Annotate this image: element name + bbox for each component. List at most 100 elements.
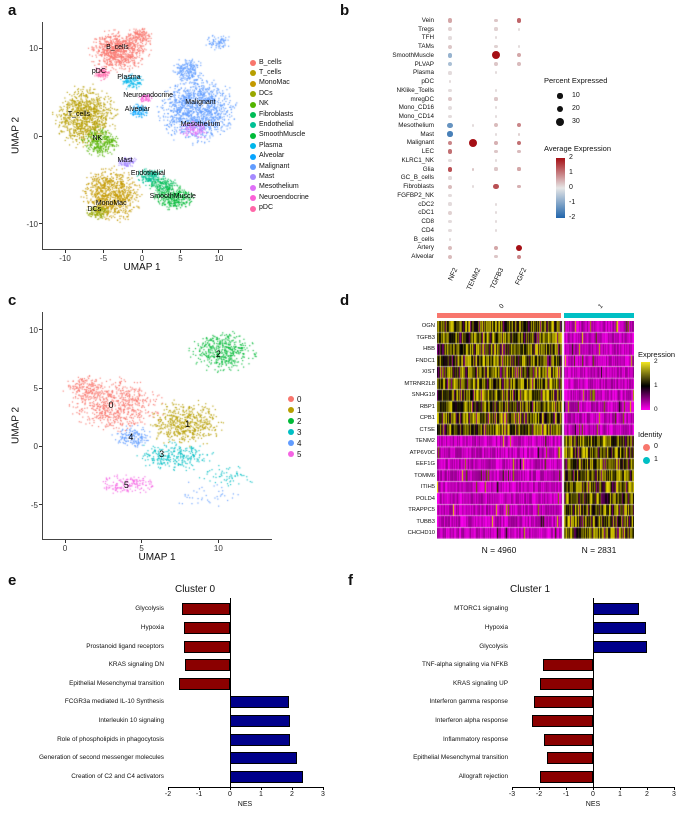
bar	[547, 752, 593, 765]
axis-tick-label: 0	[139, 254, 145, 263]
legend-swatch	[288, 440, 294, 446]
axis-tick-label: -10	[26, 219, 38, 229]
panel-d-letter: d	[340, 292, 350, 309]
dotplot-dot	[493, 245, 499, 250]
axis-tick-label: 0	[228, 791, 232, 798]
heatmap-gene-label: FNDC1	[415, 357, 435, 364]
axis-tick	[141, 250, 143, 253]
dotplot-row-label: mregDC	[410, 95, 434, 103]
legend-swatch	[250, 164, 256, 170]
axis-tick-label: -3	[508, 791, 516, 798]
scatter-point-label: Endothelial	[130, 169, 166, 177]
dotplot-dot	[447, 166, 453, 172]
heatmap-group-label-0: 0	[497, 302, 506, 311]
dotplot-dot	[448, 71, 452, 75]
scatter-point-label: 4	[128, 431, 134, 442]
legend-swatch	[250, 153, 256, 160]
bar-label: Prostanoid ligand receptors	[86, 642, 164, 650]
heatmap-gene-label: TGFB3	[416, 334, 435, 341]
legend-swatch	[250, 70, 256, 77]
dotplot-dot	[448, 88, 452, 93]
dotplot-row-label: Mesothelium	[398, 121, 434, 129]
panel-c-letter: c	[8, 292, 17, 309]
scatter-point-label: SmoothMuscle	[149, 193, 196, 201]
bar	[230, 714, 291, 727]
dotplot-row-label: cDC2	[418, 200, 434, 208]
dotplot-dot	[471, 123, 475, 127]
legend-item-label: SmoothMuscle	[259, 131, 306, 139]
axis-tick-label: 10	[29, 325, 38, 335]
heatmap-gene-label: POLD4	[415, 495, 435, 502]
identity-label: 1	[654, 456, 658, 463]
expression-tick-label: 1	[654, 382, 658, 389]
bar-zero-line	[229, 598, 231, 787]
dotplot-dot	[448, 228, 452, 233]
axis-tick	[64, 250, 66, 253]
axis-tick	[565, 787, 567, 790]
axis-tick	[64, 540, 66, 543]
dotplot-dot	[494, 62, 498, 66]
dotplot-dot	[494, 18, 498, 23]
bar	[230, 770, 303, 783]
legend-item-label: Endothelial	[259, 120, 294, 128]
axis-tick	[39, 504, 42, 506]
dotplot-dot	[491, 51, 501, 60]
legend-swatch	[250, 101, 256, 108]
bar-label: Creation of C2 and C4 activators	[71, 772, 164, 780]
dotplot-row-label: Mast	[420, 130, 434, 138]
scatter-point-label: Alveolar	[124, 105, 151, 113]
scatter-point-label: 3	[159, 449, 165, 460]
scatter-point-label: pDC	[91, 67, 106, 75]
axis-tick	[39, 387, 42, 389]
heatmap-group-label-1: 1	[597, 302, 605, 311]
dotplot-dot	[517, 27, 521, 31]
heatmap-gene-label: CTSE	[419, 426, 435, 433]
axis-tick	[198, 787, 200, 790]
legend-swatch	[250, 174, 256, 181]
dotplot-dot	[517, 167, 521, 171]
axis-tick-label: -1	[195, 791, 203, 798]
legend-item-label: 1	[297, 405, 302, 415]
legend-item-label: 0	[297, 394, 302, 404]
dotplot-dot	[494, 88, 498, 92]
axis-tick	[291, 787, 293, 790]
dotplot-dot	[447, 131, 453, 137]
identity-legend-title: Identity	[638, 430, 663, 439]
dotplot-row-label: PLVAP	[414, 60, 434, 68]
scatter-point-label: T_cells	[67, 110, 91, 118]
legend-swatch	[250, 60, 256, 66]
dotplot-dot	[448, 80, 452, 84]
dotplot-row-label: B_cells	[413, 235, 434, 243]
legend-item-label: 2	[297, 416, 302, 426]
axis-tick	[217, 540, 219, 543]
dotplot-dot	[447, 254, 453, 259]
dotplot-row-label: Tregs	[418, 25, 434, 33]
expression-tick-label: 0	[654, 406, 658, 413]
dotplot-dot	[494, 254, 498, 259]
legend-swatch	[288, 407, 294, 413]
bar-label: TNF-alpha signaling via NFKB	[422, 661, 508, 669]
heatmap-gene-label: TUBB3	[416, 518, 435, 525]
bar	[183, 640, 230, 653]
scatter-point-label: Mast	[117, 157, 133, 165]
bar	[593, 621, 646, 634]
dotplot-row-label: FGFBP2_NK	[397, 191, 434, 199]
axis-tick	[592, 787, 594, 790]
dotplot-row-label: Vein	[421, 16, 434, 24]
size-legend-dot	[556, 105, 564, 113]
scatter-point-label: Plasma	[117, 74, 141, 82]
umap-a-plot	[42, 22, 243, 250]
dotplot-dot	[448, 219, 452, 224]
dotplot-dot	[493, 183, 499, 190]
dotplot-dot	[516, 17, 522, 23]
bar	[183, 621, 230, 634]
dotplot-dot	[447, 122, 453, 129]
percent-expressed-legend-title: Percent Expressed	[544, 76, 608, 85]
bar-label: FCGR3a mediated IL-10 Synthesis	[64, 698, 164, 706]
legend-item-label: Mesothelium	[259, 183, 299, 191]
dotplot-dot	[448, 158, 452, 163]
color-legend-tick-label: -1	[569, 199, 576, 206]
dotplot-dot	[494, 211, 498, 215]
dotplot-row-label: cDC1	[418, 209, 434, 217]
